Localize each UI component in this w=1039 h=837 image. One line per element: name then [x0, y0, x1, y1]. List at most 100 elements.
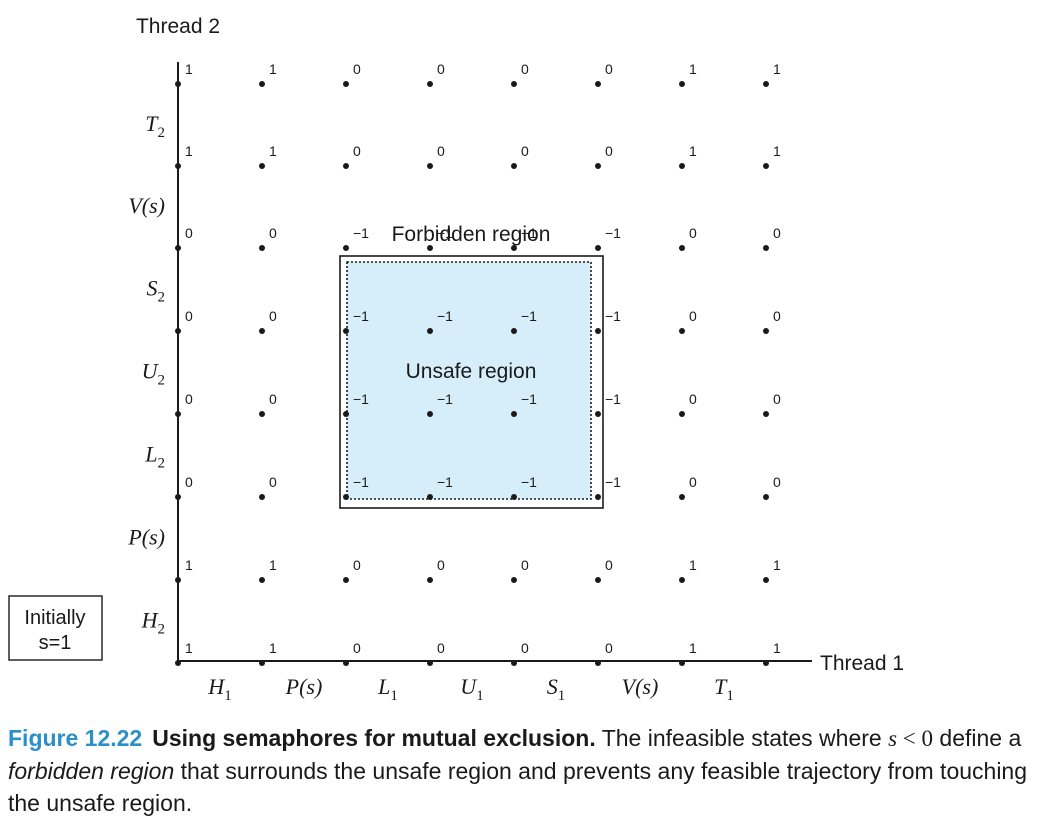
- semaphore-value: 0: [521, 143, 529, 159]
- semaphore-value: 1: [269, 61, 277, 77]
- state-point: [259, 163, 265, 169]
- state-point: [763, 245, 769, 251]
- state-point: [595, 411, 601, 417]
- caption-inequality: < 0: [897, 726, 934, 751]
- state-point: [763, 81, 769, 87]
- state-point: [343, 577, 349, 583]
- semaphore-value: 1: [269, 557, 277, 573]
- semaphore-value: 0: [269, 391, 277, 407]
- semaphore-value: 0: [689, 391, 697, 407]
- state-point: [511, 328, 517, 334]
- semaphore-value: −1: [437, 308, 453, 324]
- state-point: [679, 577, 685, 583]
- figure-number: Figure 12.22: [8, 725, 143, 751]
- state-point: [259, 577, 265, 583]
- semaphore-value: 0: [353, 640, 361, 656]
- state-point: [343, 245, 349, 251]
- y-tick-labels: H2 P(s) L2 U2 S2 V(s) T2: [127, 111, 165, 638]
- semaphore-value: 0: [521, 557, 529, 573]
- unsafe-region: [346, 261, 592, 500]
- progress-graph: Forbidden region Unsafe region Thread 2 …: [8, 15, 904, 704]
- tick-label: U2: [142, 359, 165, 389]
- tick-label: L1: [377, 674, 398, 704]
- semaphore-value: −1: [353, 225, 369, 241]
- tick-label: P(s): [127, 525, 165, 550]
- state-point: [175, 81, 181, 87]
- semaphore-value: 0: [185, 474, 193, 490]
- state-point: [511, 81, 517, 87]
- semaphore-value: 0: [185, 391, 193, 407]
- tick-label: H2: [141, 608, 165, 638]
- state-point: [511, 660, 517, 666]
- initially-label: Initially: [24, 607, 85, 629]
- semaphore-value: 0: [689, 308, 697, 324]
- semaphore-value: −1: [521, 308, 537, 324]
- x-tick-labels: H1 P(s) L1 U1 S1 V(s) T1: [207, 674, 734, 704]
- tick-label: P(s): [285, 674, 323, 699]
- state-point: [427, 577, 433, 583]
- semaphore-value: 1: [269, 143, 277, 159]
- state-point: [511, 245, 517, 251]
- state-point: [511, 577, 517, 583]
- semaphore-value: 0: [605, 143, 613, 159]
- y-axis-label: Thread 2: [136, 15, 220, 38]
- tick-label: V(s): [622, 674, 659, 699]
- figure-title: Using semaphores for mutual exclusion.: [152, 725, 596, 751]
- state-point: [427, 328, 433, 334]
- caption-text-3: that surrounds the unsafe region and pre…: [8, 758, 1028, 816]
- tick-label: T2: [145, 111, 165, 141]
- state-point: [427, 411, 433, 417]
- semaphore-value: 0: [437, 143, 445, 159]
- semaphore-value: −1: [521, 474, 537, 490]
- state-point: [679, 81, 685, 87]
- state-point: [763, 411, 769, 417]
- semaphore-value: 1: [773, 557, 781, 573]
- caption-variable-s: s: [888, 726, 898, 751]
- tick-label: T1: [714, 674, 734, 704]
- semaphore-value: 0: [605, 640, 613, 656]
- semaphore-value: −1: [605, 391, 621, 407]
- state-point: [259, 245, 265, 251]
- semaphore-value: 0: [185, 308, 193, 324]
- state-points: 1 1 0 0 0 0 1 1 1 1 0 0 0 0 1 1 0 0 −1 −1 −1 −1 0 0 0 0 −1 −1 −1 −1 0 0…: [175, 61, 781, 666]
- semaphore-value: 0: [773, 474, 781, 490]
- state-point: [343, 494, 349, 500]
- state-point: [511, 163, 517, 169]
- semaphore-value: −1: [353, 308, 369, 324]
- semaphore-value: 0: [437, 61, 445, 77]
- x-axis-label: Thread 1: [820, 652, 904, 675]
- semaphore-value: 0: [437, 640, 445, 656]
- caption-text-1: The infeasible states where: [595, 725, 889, 751]
- semaphore-value: 1: [773, 143, 781, 159]
- state-point: [259, 494, 265, 500]
- semaphore-value: 1: [689, 640, 697, 656]
- semaphore-value: 0: [689, 225, 697, 241]
- state-point: [343, 411, 349, 417]
- caption-text-2: define a: [933, 725, 1022, 751]
- state-point: [343, 163, 349, 169]
- semaphore-value: 1: [185, 557, 193, 573]
- semaphore-value: 0: [773, 391, 781, 407]
- semaphore-value: 0: [521, 61, 529, 77]
- state-point: [595, 328, 601, 334]
- semaphore-value: 1: [773, 61, 781, 77]
- semaphore-value: −1: [521, 225, 537, 241]
- tick-label: S1: [547, 674, 566, 704]
- semaphore-value: 0: [353, 557, 361, 573]
- state-point: [763, 577, 769, 583]
- state-point: [175, 163, 181, 169]
- semaphore-value: −1: [437, 225, 453, 241]
- state-point: [763, 660, 769, 666]
- semaphore-value: 1: [185, 143, 193, 159]
- forbidden-region-box: [339, 255, 604, 509]
- semaphore-value: −1: [605, 225, 621, 241]
- semaphore-value: 0: [773, 308, 781, 324]
- state-point: [763, 163, 769, 169]
- initially-box: [8, 595, 103, 661]
- semaphore-value: 0: [269, 474, 277, 490]
- semaphore-value: 0: [689, 474, 697, 490]
- semaphore-value: 1: [689, 557, 697, 573]
- state-point: [595, 660, 601, 666]
- semaphore-value: −1: [353, 474, 369, 490]
- figure-caption: Figure 12.22 Using semaphores for mutual …: [8, 722, 1028, 819]
